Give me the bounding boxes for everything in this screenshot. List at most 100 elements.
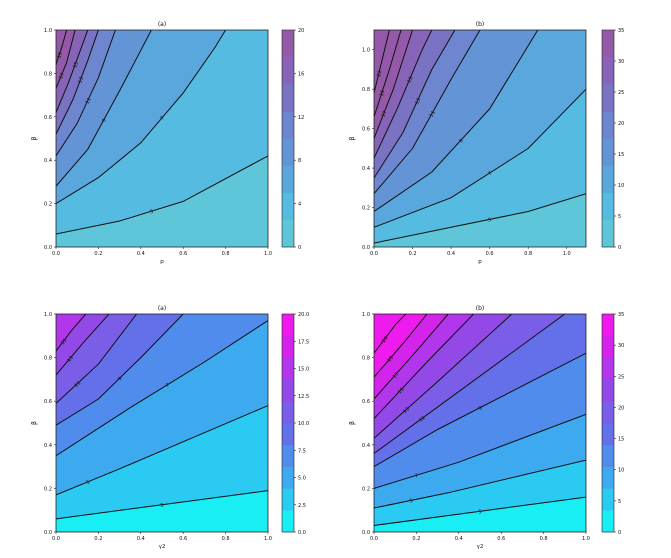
colorbar-segment xyxy=(282,335,294,358)
colorbar-segment xyxy=(602,423,614,446)
x-tick-label: 0.2 xyxy=(412,536,420,542)
colorbar-segment xyxy=(602,84,614,112)
contour-line xyxy=(56,30,68,65)
contour-line xyxy=(374,30,433,159)
contour-line xyxy=(56,30,89,113)
contour-line xyxy=(56,314,184,426)
colorbar-tick-label: 0 xyxy=(618,245,621,251)
colorbar: 0.0 2.5 5.0 7.5 10.0 12.5 15.0 17.5 20.0 xyxy=(281,312,309,536)
colorbar-tick-label: 25 xyxy=(618,374,624,380)
colorbar-tick-label: 15 xyxy=(618,437,624,443)
x-tick-label: 0.0 xyxy=(370,536,378,542)
y-tick-label: 0.4 xyxy=(44,443,52,449)
colorbar: 0 5 10 15 20 25 30 35 xyxy=(601,312,624,536)
x-tick-label: 0.6 xyxy=(497,536,505,542)
contour-label: 5 xyxy=(409,498,413,505)
colorbar-tick-label: 0 xyxy=(618,530,621,536)
colorbar-tick-label: 15 xyxy=(618,152,624,158)
contour-label: 19 xyxy=(386,355,395,364)
colorbar-segment xyxy=(602,219,614,248)
colorbar-tick-label: 0.0 xyxy=(298,530,306,536)
y-tick-label: 0.4 xyxy=(44,158,52,164)
contour-label: 17 xyxy=(392,371,401,380)
y-tick-label: 1.0 xyxy=(362,312,370,318)
x-tick-label: 0.4 xyxy=(137,251,145,257)
y-tick-label: 0.0 xyxy=(362,530,370,536)
y-tick-label: 0.8 xyxy=(362,87,370,93)
chart-title: (b) xyxy=(476,21,485,28)
contour-line xyxy=(374,314,566,454)
x-tick-label: 0.2 xyxy=(409,251,417,257)
colorbar-tick-label: 10.0 xyxy=(298,421,309,427)
colorbar-tick-label: 35 xyxy=(618,312,624,318)
contour-label: 9 xyxy=(101,118,108,124)
x-axis-label: γ2 xyxy=(159,544,166,550)
contour-label: 5 xyxy=(160,503,164,509)
x-tick-label: 0.0 xyxy=(370,251,378,257)
contour-label: 15 xyxy=(407,76,415,84)
colorbar-segment xyxy=(282,510,294,533)
x-tick-label: 0.4 xyxy=(455,536,463,542)
colorbar: 0 4 8 12 16 20 xyxy=(281,28,304,251)
contour-label: 17 xyxy=(381,110,389,118)
contour-line xyxy=(374,193,586,244)
x-tick-label: 0.6 xyxy=(179,251,187,257)
colorbar-tick-label: 5 xyxy=(618,214,621,220)
colorbar-segment xyxy=(602,138,614,166)
y-tick-label: 0.8 xyxy=(362,356,370,362)
contour-label: 21 xyxy=(381,335,390,344)
y-tick-label: 0.2 xyxy=(44,202,52,208)
colorbar-segment xyxy=(602,335,614,358)
colorbar-segment xyxy=(602,510,614,533)
x-tick-label: 1.0 xyxy=(582,536,590,542)
colorbar-segment xyxy=(282,423,294,446)
x-tick-label: 0.8 xyxy=(540,536,548,542)
plot-frame xyxy=(373,29,587,248)
colorbar-segment xyxy=(602,357,614,380)
colorbar-segment xyxy=(602,401,614,424)
contour-lines: 5 7 9 11 13 15 17 19 21 xyxy=(374,30,586,244)
colorbar-segment xyxy=(282,192,294,221)
y-axis-label: β xyxy=(31,136,38,140)
contour-label: 13 xyxy=(66,355,75,364)
colorbar-tick-label: 4 xyxy=(298,202,301,208)
contour-band xyxy=(374,314,406,354)
contour-lines: 5 5 7 9 11 13 15 17 19 21 xyxy=(374,314,586,526)
contour-label: 15 xyxy=(397,387,406,396)
x-tick-label: 0.6 xyxy=(486,251,494,257)
contour-label: 13 xyxy=(77,76,85,84)
colorbar-segment xyxy=(282,488,294,511)
colorbar-segment xyxy=(282,84,294,112)
contour-line xyxy=(374,459,586,509)
contour-fills xyxy=(374,30,586,247)
contour-line xyxy=(56,490,268,520)
contour-label: 15 xyxy=(60,338,69,347)
contour-line xyxy=(374,30,539,212)
chart-panel-4: 5 5 7 9 11 13 15 17 19 21 (b) 0.0 0.2 0.4 0.6 0.8 1.0 γ2 0… xyxy=(349,305,624,550)
colorbar-segment xyxy=(282,401,294,424)
contour-line xyxy=(56,405,268,496)
contour-band xyxy=(56,314,86,352)
y-tick-label: 0.6 xyxy=(44,399,52,405)
contour-label: 7 xyxy=(414,473,419,480)
colorbar-segment xyxy=(282,466,294,489)
plot-frame xyxy=(373,313,587,533)
colorbar-frame xyxy=(601,29,615,248)
contour-line xyxy=(56,314,137,404)
contour-line xyxy=(56,155,268,235)
colorbar-tick-label: 8 xyxy=(298,158,301,164)
colorbar-segment xyxy=(602,57,614,85)
contour-label: 7 xyxy=(165,382,171,389)
contour-lines: 5 7 9 11 13 15 17 19 xyxy=(56,30,268,235)
x-tick-label: 0.0 xyxy=(52,251,60,257)
contour-label: 19 xyxy=(56,51,64,59)
contour-label: 9 xyxy=(117,376,123,383)
contour-line xyxy=(374,314,513,439)
contour-fills xyxy=(374,314,586,532)
contour-fills xyxy=(56,30,268,247)
colorbar-segment xyxy=(602,379,614,402)
chart-panel-1: 5 7 9 11 13 15 17 19 (a) 0.0 0.2 0.4 0.6 0.8 1.0 p 0.0 0.… xyxy=(31,21,304,265)
colorbar: 0 5 10 15 20 25 30 35 xyxy=(601,28,624,251)
contour-line xyxy=(56,30,99,135)
contour-line xyxy=(56,314,87,352)
